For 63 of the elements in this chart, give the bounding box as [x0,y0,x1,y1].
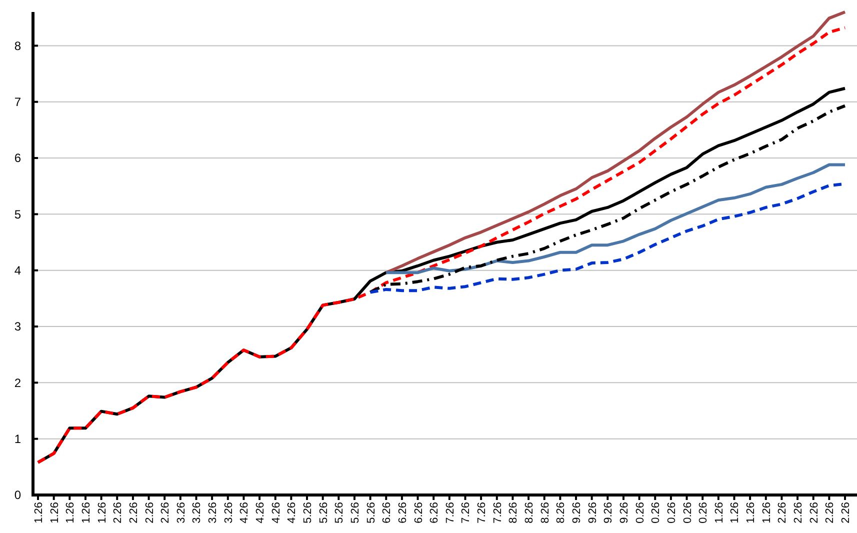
x-tick-label: 7.26 [492,502,504,524]
x-tick-label: 2.26 [840,502,852,524]
x-tick-label: 6.26 [381,502,394,524]
x-tick-label: 2.26 [128,502,140,524]
x-tick-label: 2.26 [144,502,156,524]
x-tick-label: 3.26 [175,502,188,524]
x-tick-label: 3.26 [207,502,220,524]
line-series [384,10,846,274]
x-tick-label: 7.26 [444,502,456,524]
y-tick-label: 2 [14,376,22,390]
y-tick-label: 1 [14,432,22,446]
line-series [384,163,846,274]
x-tick-label: 2.26 [808,502,820,524]
x-tick-label: 1.26 [760,502,773,524]
x-tick-label: 1.26 [713,502,726,524]
x-tick-label: 9.26 [602,502,615,524]
x-tick-label: 4.26 [238,502,251,524]
x-tick-label: 8.26 [524,502,536,524]
x-tick-label: 8.26 [508,502,520,524]
y-tick-label: 7 [14,95,22,110]
y-tick-label: 3 [14,320,22,334]
x-tick-label: 4.26 [270,502,282,524]
x-tick-label: 9.26 [618,502,630,524]
x-tick-label: 1.26 [96,502,108,524]
x-tick-label: 2.26 [792,502,805,524]
x-tick-label: 0.26 [682,502,694,524]
x-tick-label: 0.26 [650,502,662,524]
x-tick-label: 6.26 [412,502,425,524]
x-tick-label: 5.26 [318,502,330,524]
y-tick-label: 6 [14,151,22,166]
y-tick-label: 0 [14,488,22,502]
x-tick-label: 1.26 [48,502,61,524]
x-tick-label: 0.26 [698,502,710,524]
x-tick-label: 2.26 [112,502,124,524]
x-tick-label: 6.26 [396,502,409,524]
x-tick-label: 4.26 [254,502,267,524]
x-tick-label: 1.26 [745,502,758,524]
x-tick-label: 6.26 [428,502,441,524]
y-tick-label: 8 [14,38,22,53]
y-tick-label: 4 [14,264,22,278]
x-tick-label: 9.26 [586,502,599,524]
x-tick-label: 1.26 [729,502,742,524]
x-tick-label: 8.26 [555,502,568,524]
x-tick-label: 7.26 [476,502,488,524]
x-tick-label: 7.26 [460,502,472,524]
x-tick-label: 1.26 [80,502,92,524]
x-tick-label: 1.26 [33,502,45,524]
x-tick-label: 3.26 [191,502,204,524]
x-tick-label: 9.26 [571,502,583,524]
x-tick-label: 5.26 [365,502,378,524]
x-tick-label: 5.26 [302,502,314,524]
x-tick-label: 0.26 [634,502,646,524]
x-tick-label: 2.26 [160,502,172,524]
x-tick-label: 2.26 [824,502,836,524]
x-tick-label: 4.26 [286,502,298,524]
x-tick-label: 3.26 [222,502,235,524]
x-tick-label: 2.26 [776,502,789,524]
x-tick-label: 0.26 [666,502,678,524]
y-tick-label: 5 [14,207,22,222]
x-tick-label: 1.26 [64,502,77,524]
x-tick-label: 5.26 [334,502,346,524]
x-tick-label: 5.26 [349,502,362,524]
x-tick-label: 8.26 [539,502,552,524]
